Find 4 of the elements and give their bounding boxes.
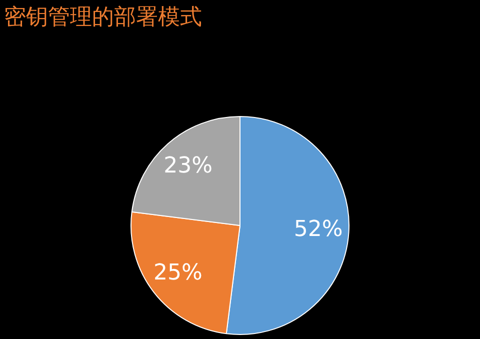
chart-title: 密钥管理的部署模式	[4, 4, 202, 32]
data-label: 25%	[154, 260, 202, 286]
data-label: 52%	[294, 217, 343, 242]
data-label: 23%	[164, 153, 213, 178]
